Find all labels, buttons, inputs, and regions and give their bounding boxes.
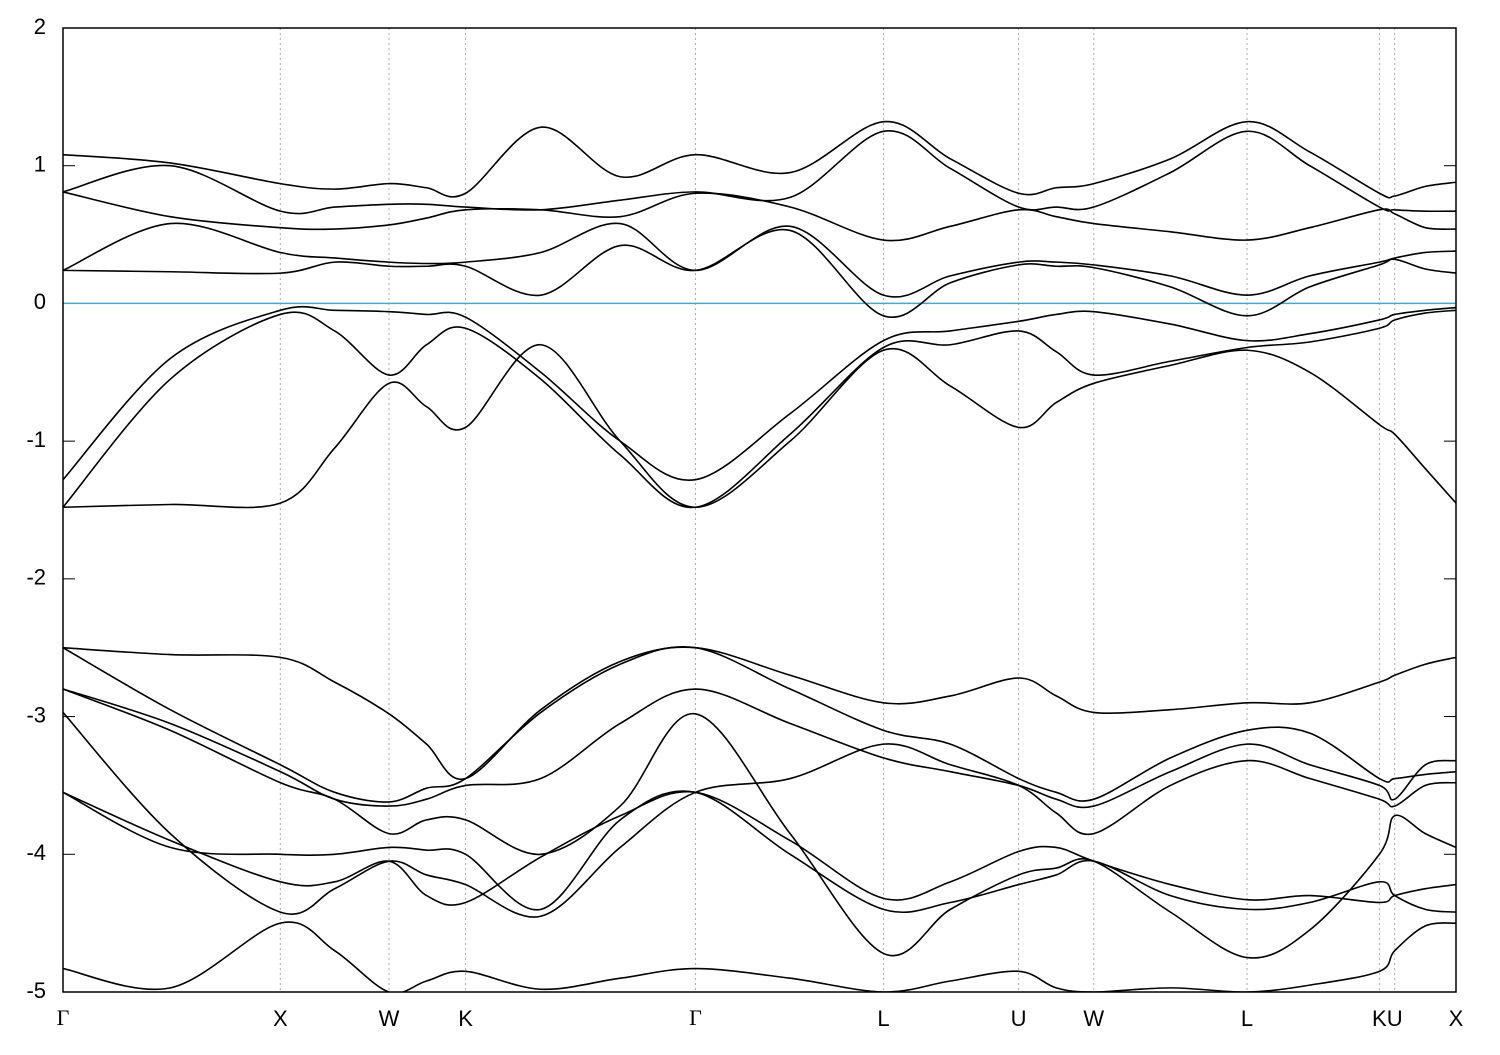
band-line [63, 688, 1456, 809]
band-line [63, 228, 1456, 319]
band-line [63, 790, 1456, 914]
y-tick-label: -5 [26, 978, 46, 1003]
grid [62, 27, 1457, 993]
x-tick-label: W [1083, 1006, 1104, 1031]
y-tick-label: 2 [34, 14, 46, 39]
band-line [63, 309, 1456, 509]
y-tick-label: 0 [34, 289, 46, 314]
band-line [63, 120, 1456, 199]
x-tick-label: U [1387, 1006, 1403, 1031]
y-tick-label: -3 [26, 702, 46, 727]
band-line [63, 343, 1456, 509]
plot-frame [62, 27, 1457, 993]
x-tick-label: X [1449, 1006, 1464, 1031]
x-tick-label: L [877, 1006, 889, 1031]
x-tick-label: U [1011, 1006, 1027, 1031]
band-line [63, 305, 1456, 482]
band-line [63, 688, 1456, 959]
y-tick-label: -1 [26, 427, 46, 452]
y-tick-label: -4 [26, 840, 46, 865]
x-tick-label: Γ [57, 1005, 70, 1030]
x-tick-label: W [379, 1006, 400, 1031]
band-line [63, 646, 1456, 781]
x-tick-label: K [458, 1006, 473, 1031]
x-tick-label: L [1241, 1006, 1253, 1031]
y-tick-label: 1 [34, 152, 46, 177]
y-tick-label: -2 [26, 565, 46, 590]
band-line [63, 130, 1456, 215]
band-line [63, 921, 1456, 992]
band-line [63, 191, 1456, 242]
band-line [63, 646, 1456, 803]
x-tick-label: X [273, 1006, 288, 1031]
band-line [63, 790, 1456, 906]
bands [63, 120, 1456, 992]
x-tick-label: K [1372, 1006, 1387, 1031]
band-line [63, 711, 1456, 918]
x-tick-label: Γ [689, 1005, 702, 1030]
band-line [63, 222, 1456, 298]
